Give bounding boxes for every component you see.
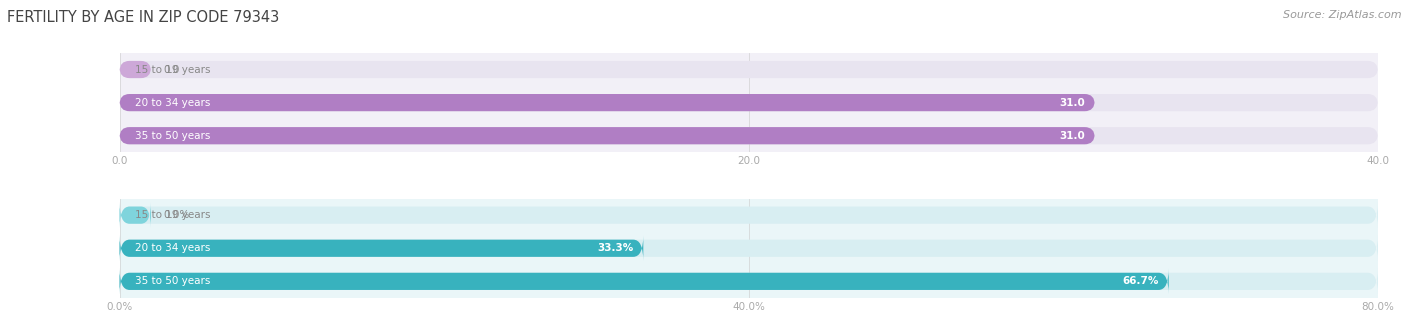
FancyBboxPatch shape	[120, 127, 1095, 144]
Text: 31.0: 31.0	[1059, 98, 1084, 108]
Text: 0.0%: 0.0%	[163, 210, 190, 220]
Text: 35 to 50 years: 35 to 50 years	[135, 276, 209, 286]
Text: 31.0: 31.0	[1059, 131, 1084, 141]
FancyBboxPatch shape	[120, 269, 1378, 294]
FancyBboxPatch shape	[120, 61, 1378, 78]
FancyBboxPatch shape	[120, 236, 1378, 261]
Text: Source: ZipAtlas.com: Source: ZipAtlas.com	[1284, 10, 1402, 20]
Text: 35 to 50 years: 35 to 50 years	[135, 131, 209, 141]
Text: 0.0: 0.0	[163, 65, 180, 74]
FancyBboxPatch shape	[120, 61, 150, 78]
Text: 15 to 19 years: 15 to 19 years	[135, 210, 209, 220]
FancyBboxPatch shape	[120, 203, 1378, 228]
FancyBboxPatch shape	[120, 269, 1168, 294]
Text: 15 to 19 years: 15 to 19 years	[135, 65, 209, 74]
FancyBboxPatch shape	[120, 203, 150, 228]
Text: 66.7%: 66.7%	[1122, 276, 1159, 286]
Text: 20 to 34 years: 20 to 34 years	[135, 243, 209, 253]
Text: 20 to 34 years: 20 to 34 years	[135, 98, 209, 108]
Text: 33.3%: 33.3%	[598, 243, 633, 253]
Text: FERTILITY BY AGE IN ZIP CODE 79343: FERTILITY BY AGE IN ZIP CODE 79343	[7, 10, 280, 25]
FancyBboxPatch shape	[120, 127, 1378, 144]
FancyBboxPatch shape	[120, 236, 644, 261]
FancyBboxPatch shape	[120, 94, 1378, 111]
FancyBboxPatch shape	[120, 94, 1095, 111]
